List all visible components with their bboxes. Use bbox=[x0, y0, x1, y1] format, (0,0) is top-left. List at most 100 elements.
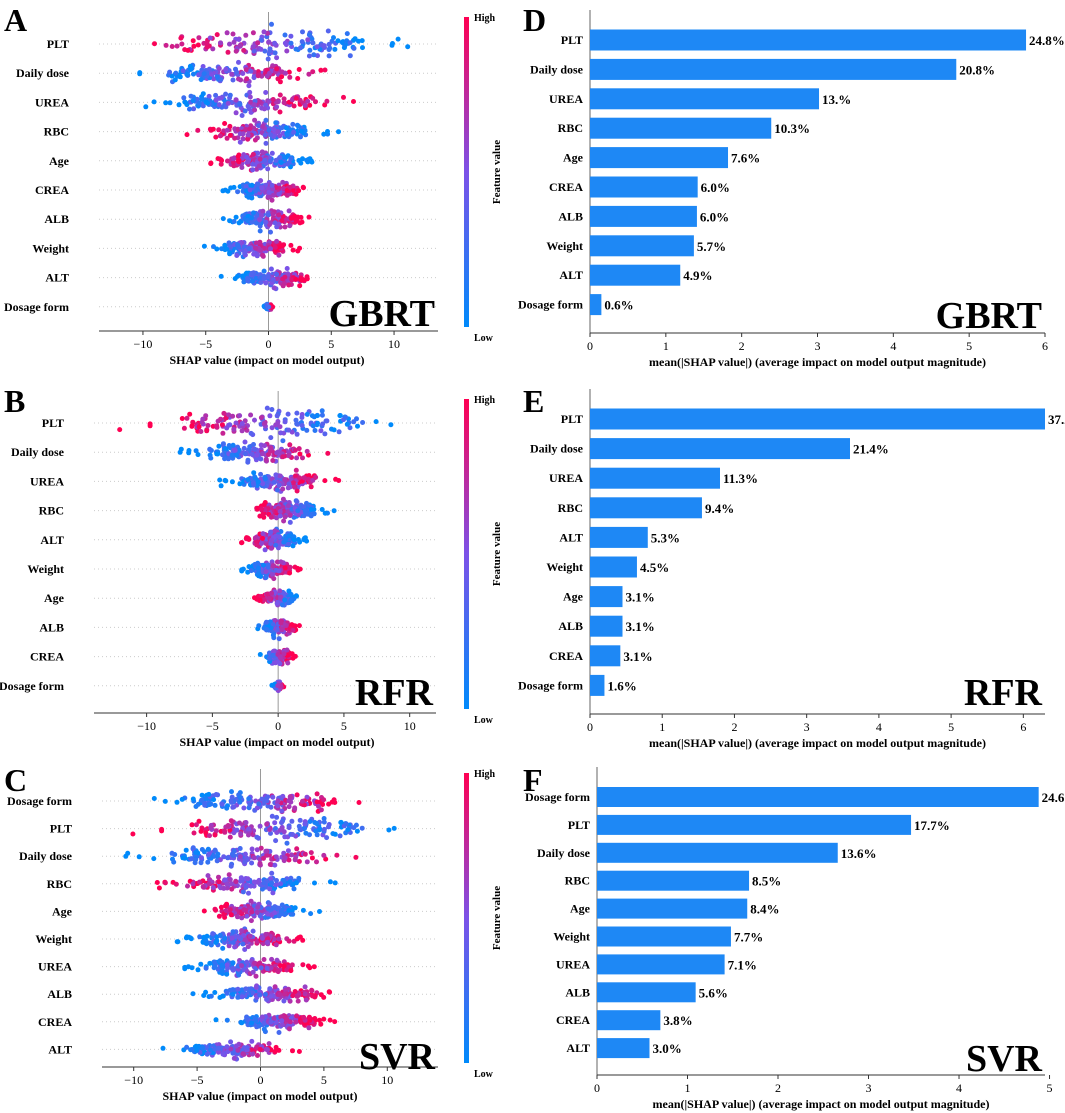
shap-point bbox=[258, 965, 264, 971]
shap-point bbox=[263, 90, 269, 95]
shap-point bbox=[256, 623, 262, 629]
model-name: GBRT bbox=[329, 293, 435, 335]
shap-point bbox=[193, 448, 199, 454]
shap-point bbox=[257, 156, 263, 162]
shap-point bbox=[302, 851, 308, 857]
shap-point bbox=[264, 821, 270, 827]
shap-point bbox=[245, 944, 251, 950]
shap-point bbox=[254, 805, 260, 811]
shap-point bbox=[254, 847, 260, 853]
shap-point bbox=[251, 855, 257, 861]
shap-point bbox=[204, 44, 210, 50]
shap-point bbox=[256, 565, 261, 571]
shap-point bbox=[311, 52, 317, 58]
shap-point bbox=[342, 43, 348, 49]
shap-point bbox=[162, 798, 168, 804]
shap-point bbox=[313, 828, 319, 834]
shap-point bbox=[245, 132, 251, 138]
shap-point bbox=[151, 856, 157, 862]
shap-point bbox=[200, 884, 206, 890]
colorbar bbox=[464, 399, 469, 709]
shap-point bbox=[292, 484, 297, 490]
shap-point bbox=[117, 427, 123, 433]
shap-point bbox=[210, 126, 216, 132]
category-label-daily-dose: Daily dose bbox=[530, 62, 584, 76]
bar-value-label: 24.6% bbox=[1042, 790, 1065, 805]
shap-point bbox=[327, 989, 333, 995]
shap-point bbox=[254, 452, 260, 458]
shap-point bbox=[296, 1049, 302, 1054]
shap-point bbox=[354, 828, 360, 834]
shap-point bbox=[176, 102, 182, 108]
shap-point bbox=[293, 191, 299, 197]
shap-point bbox=[303, 997, 309, 1003]
shap-point bbox=[201, 243, 207, 249]
shap-point bbox=[280, 496, 286, 502]
shap-point bbox=[214, 938, 220, 944]
shap-point bbox=[215, 851, 221, 857]
shap-point bbox=[308, 911, 314, 917]
shap-point bbox=[194, 1048, 200, 1053]
shap-point bbox=[269, 813, 275, 819]
shap-point bbox=[277, 655, 283, 660]
shap-point bbox=[302, 821, 308, 827]
shap-point bbox=[184, 415, 190, 421]
bar-value-label: 3.1% bbox=[623, 649, 652, 664]
shap-point bbox=[284, 266, 290, 271]
shap-point bbox=[156, 885, 162, 891]
shap-point bbox=[332, 46, 338, 52]
colorbar-title: Feature value bbox=[491, 522, 503, 586]
shap-point bbox=[233, 48, 239, 54]
x-tick-label: 5 bbox=[966, 339, 972, 353]
shap-point bbox=[230, 1050, 236, 1056]
shap-point bbox=[231, 156, 237, 161]
x-tick-label: 6 bbox=[1020, 720, 1026, 734]
shap-point bbox=[280, 454, 286, 460]
shap-point bbox=[227, 132, 233, 138]
shap-point bbox=[288, 597, 294, 603]
shap-point bbox=[229, 935, 235, 941]
shap-point bbox=[222, 446, 228, 451]
shap-point bbox=[287, 794, 293, 800]
shap-point bbox=[296, 123, 301, 129]
shap-point bbox=[265, 274, 271, 280]
shap-point bbox=[216, 66, 222, 71]
shap-point bbox=[240, 273, 246, 279]
shap-point bbox=[270, 572, 276, 578]
shap-point bbox=[247, 802, 253, 808]
feature-label-plt: PLT bbox=[50, 822, 72, 836]
bar-value-label: 0.6% bbox=[604, 298, 633, 313]
bar-urea bbox=[597, 954, 725, 975]
shap-point bbox=[290, 993, 296, 999]
shap-point bbox=[195, 452, 201, 458]
feature-label-alt: ALT bbox=[40, 533, 64, 547]
shap-point bbox=[294, 455, 300, 461]
shap-point bbox=[260, 123, 266, 129]
shap-point bbox=[169, 850, 175, 856]
shap-point bbox=[224, 990, 230, 996]
shap-point bbox=[234, 253, 240, 258]
shap-point bbox=[241, 805, 247, 811]
shap-point bbox=[286, 938, 292, 944]
shap-point bbox=[252, 595, 257, 601]
shap-point bbox=[270, 277, 276, 283]
shap-point bbox=[293, 217, 299, 223]
shap-point bbox=[167, 69, 173, 75]
shap-point bbox=[256, 163, 262, 169]
shap-point bbox=[220, 216, 226, 222]
shap-point bbox=[270, 632, 276, 638]
shap-point bbox=[218, 904, 224, 910]
shap-point bbox=[241, 907, 247, 913]
shap-point bbox=[252, 107, 258, 113]
shap-point bbox=[269, 537, 275, 543]
shap-point bbox=[218, 416, 224, 422]
shap-point bbox=[261, 276, 267, 281]
shap-point bbox=[232, 135, 238, 141]
shap-point bbox=[258, 280, 264, 285]
shap-point bbox=[281, 651, 287, 657]
shap-point bbox=[272, 244, 278, 250]
shap-point bbox=[331, 508, 337, 514]
shap-point bbox=[256, 570, 262, 576]
bar-alb bbox=[597, 982, 696, 1003]
shap-point bbox=[277, 473, 283, 479]
